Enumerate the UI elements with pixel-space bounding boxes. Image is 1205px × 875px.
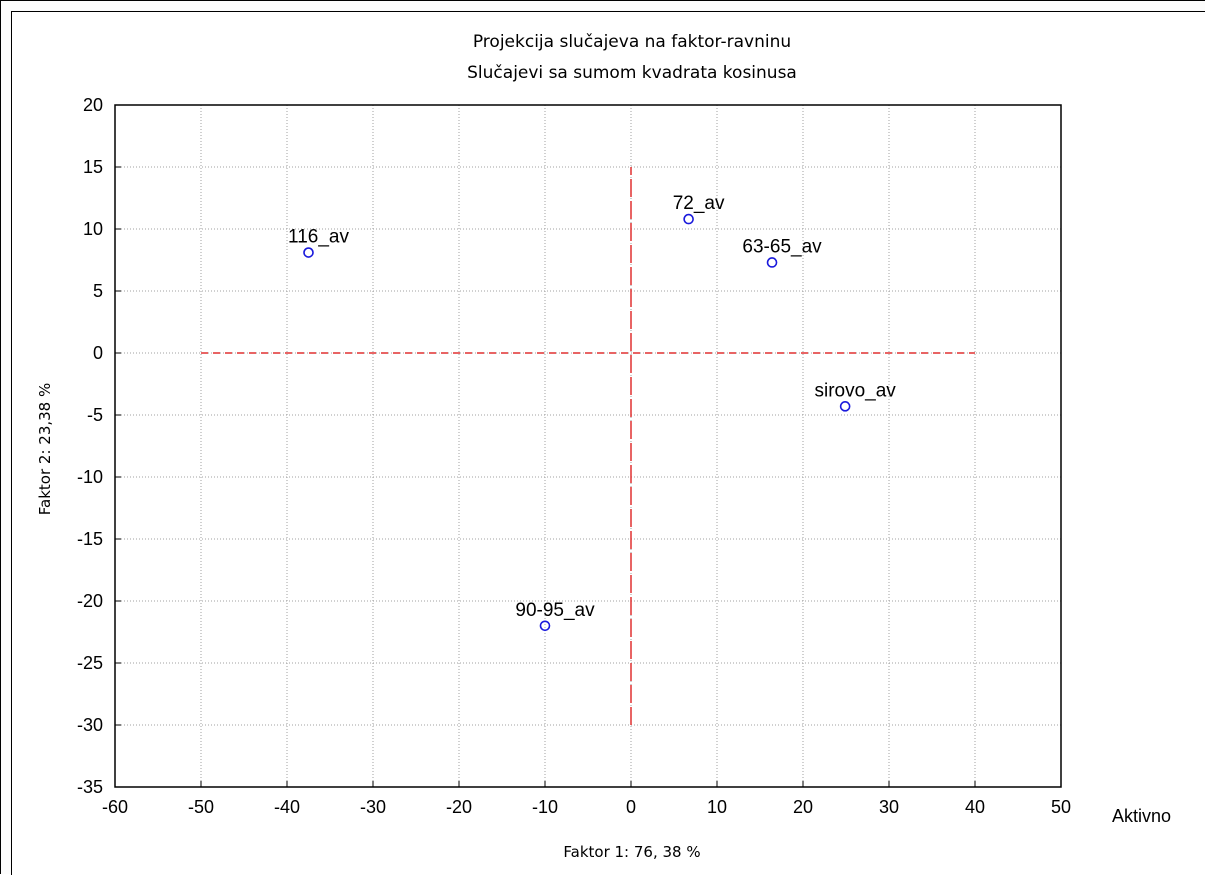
reference-lines xyxy=(201,167,975,725)
data-point-label: sirovo_av xyxy=(814,380,896,401)
chart-title: Projekcija slučajeva na faktor-ravninu xyxy=(473,32,791,52)
y-tick-label: 15 xyxy=(83,157,103,177)
x-axis-label: Faktor 1: 76, 38 % xyxy=(563,843,700,861)
x-tick-label: -20 xyxy=(446,797,472,817)
x-tick-label: 40 xyxy=(965,797,985,817)
caption-mask xyxy=(33,360,55,550)
y-tick-label: -5 xyxy=(87,405,103,425)
x-tick-label: 50 xyxy=(1051,797,1071,817)
x-tick-label: 20 xyxy=(793,797,813,817)
y-tick-label: -15 xyxy=(77,529,103,549)
data-point-marker xyxy=(539,620,551,632)
y-tick-label: -25 xyxy=(77,653,103,673)
data-point-label: 63-65_av xyxy=(742,236,822,257)
x-tick-label: 10 xyxy=(707,797,727,817)
x-tick-label: 30 xyxy=(879,797,899,817)
y-tick-label: -20 xyxy=(77,591,103,611)
chart-subtitle: Slučajevi sa sumom kvadrata kosinusa xyxy=(467,63,797,83)
x-tick-label: -60 xyxy=(102,797,128,817)
data-point-marker xyxy=(683,213,694,225)
caption-mask xyxy=(737,822,823,874)
y-tick-label: -35 xyxy=(77,777,103,797)
data-point-marker xyxy=(766,257,778,268)
ticks: -60 -50 -40 -30 -20 -10 0 10 20 30 40 5020151050-5-… xyxy=(77,95,1071,817)
caption-mask xyxy=(209,822,453,874)
y-tick-label: -10 xyxy=(77,467,103,487)
grid xyxy=(115,105,1061,787)
data-point-marker xyxy=(839,401,851,412)
y-tick-label: 20 xyxy=(83,95,103,115)
data-point-marker xyxy=(303,247,314,258)
x-tick-label: -10 xyxy=(532,797,558,817)
x-tick-label: 0 xyxy=(626,797,636,817)
data-points: 116_av 72_av 63-65_av sirovo_av 90-95_av xyxy=(288,193,896,632)
x-tick-label: -40 xyxy=(274,797,300,817)
plot-area xyxy=(114,104,1062,788)
data-point-label: 90-95_av xyxy=(515,600,595,621)
data-point-label: 116_av xyxy=(288,227,349,248)
y-tick-label: 5 xyxy=(93,281,103,301)
x-tick-label: -30 xyxy=(360,797,386,817)
y-axis-label: Faktor 2: 23,38 % xyxy=(36,383,54,515)
chart-border xyxy=(11,11,1205,875)
x-tick-label: -50 xyxy=(188,797,214,817)
y-tick-label: 0 xyxy=(93,343,103,363)
y-tick-label: 10 xyxy=(83,219,103,239)
data-point-label: 72_av xyxy=(673,193,725,214)
legend-label: Aktivno xyxy=(1112,806,1171,826)
y-tick-label: -30 xyxy=(77,715,103,735)
